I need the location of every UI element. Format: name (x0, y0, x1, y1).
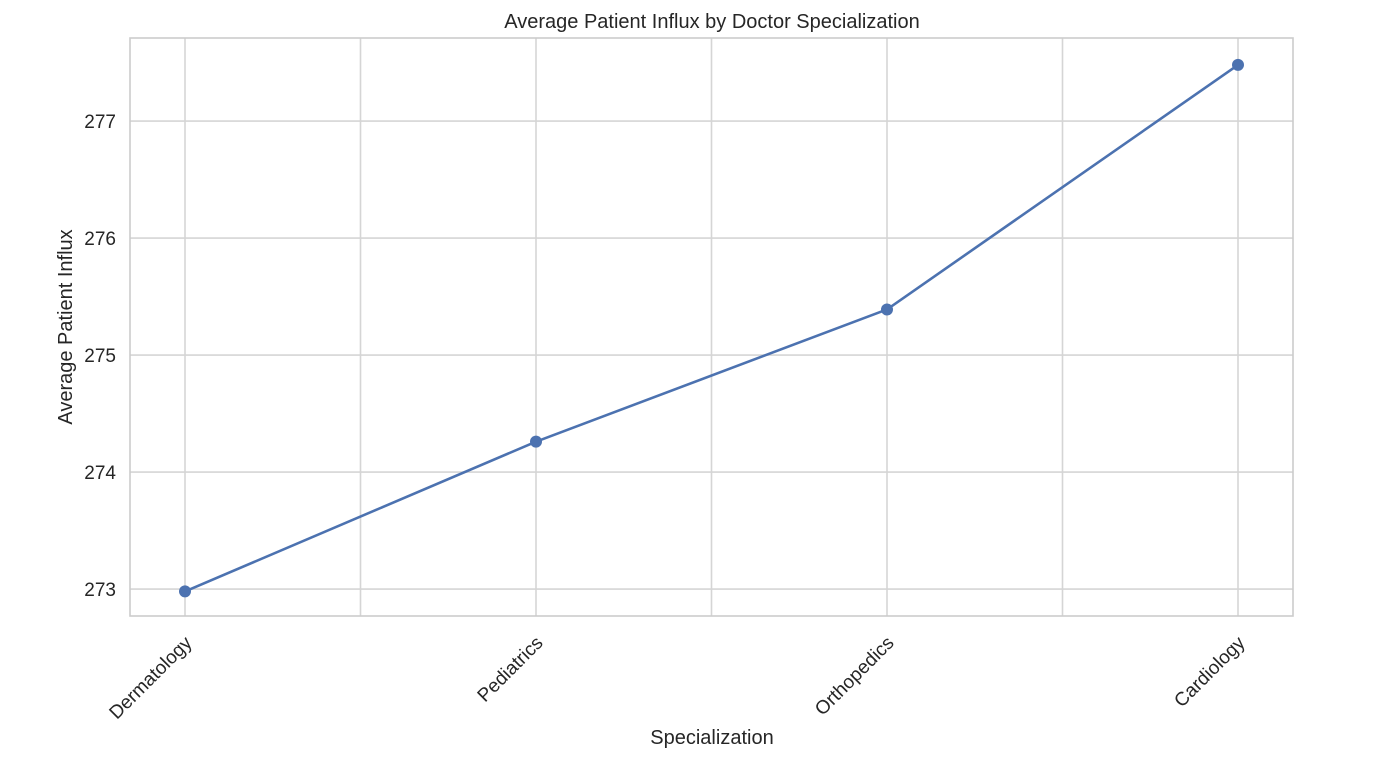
chart-title: Average Patient Influx by Doctor Special… (504, 11, 919, 33)
x-tick-label: Orthopedics (811, 633, 898, 720)
grid (130, 38, 1293, 616)
data-point (530, 435, 542, 448)
y-tick-label: 275 (84, 346, 116, 367)
y-tick-labels: 273 274 275 276 277 (84, 112, 116, 601)
y-tick-label: 274 (84, 463, 116, 484)
series-layer (179, 58, 1244, 598)
data-point (1232, 58, 1244, 71)
y-tick-label: 277 (84, 112, 116, 133)
x-tick-label: Pediatrics (474, 633, 548, 707)
plot-frame (129, 37, 1294, 617)
x-tick-label: Cardiology (1170, 632, 1249, 711)
y-axis-label: Average Patient Influx (55, 229, 77, 424)
y-tick-label: 273 (84, 580, 116, 601)
data-point (179, 585, 191, 598)
series-line (184, 63, 1239, 593)
data-point (881, 303, 893, 316)
x-tick-label: Dermatology (106, 632, 197, 723)
y-tick-label: 276 (84, 229, 116, 250)
x-axis-label: Specialization (650, 727, 773, 749)
x-tick-labels: Dermatology Pediatrics Orthopedics Cardiolo… (106, 632, 1250, 723)
